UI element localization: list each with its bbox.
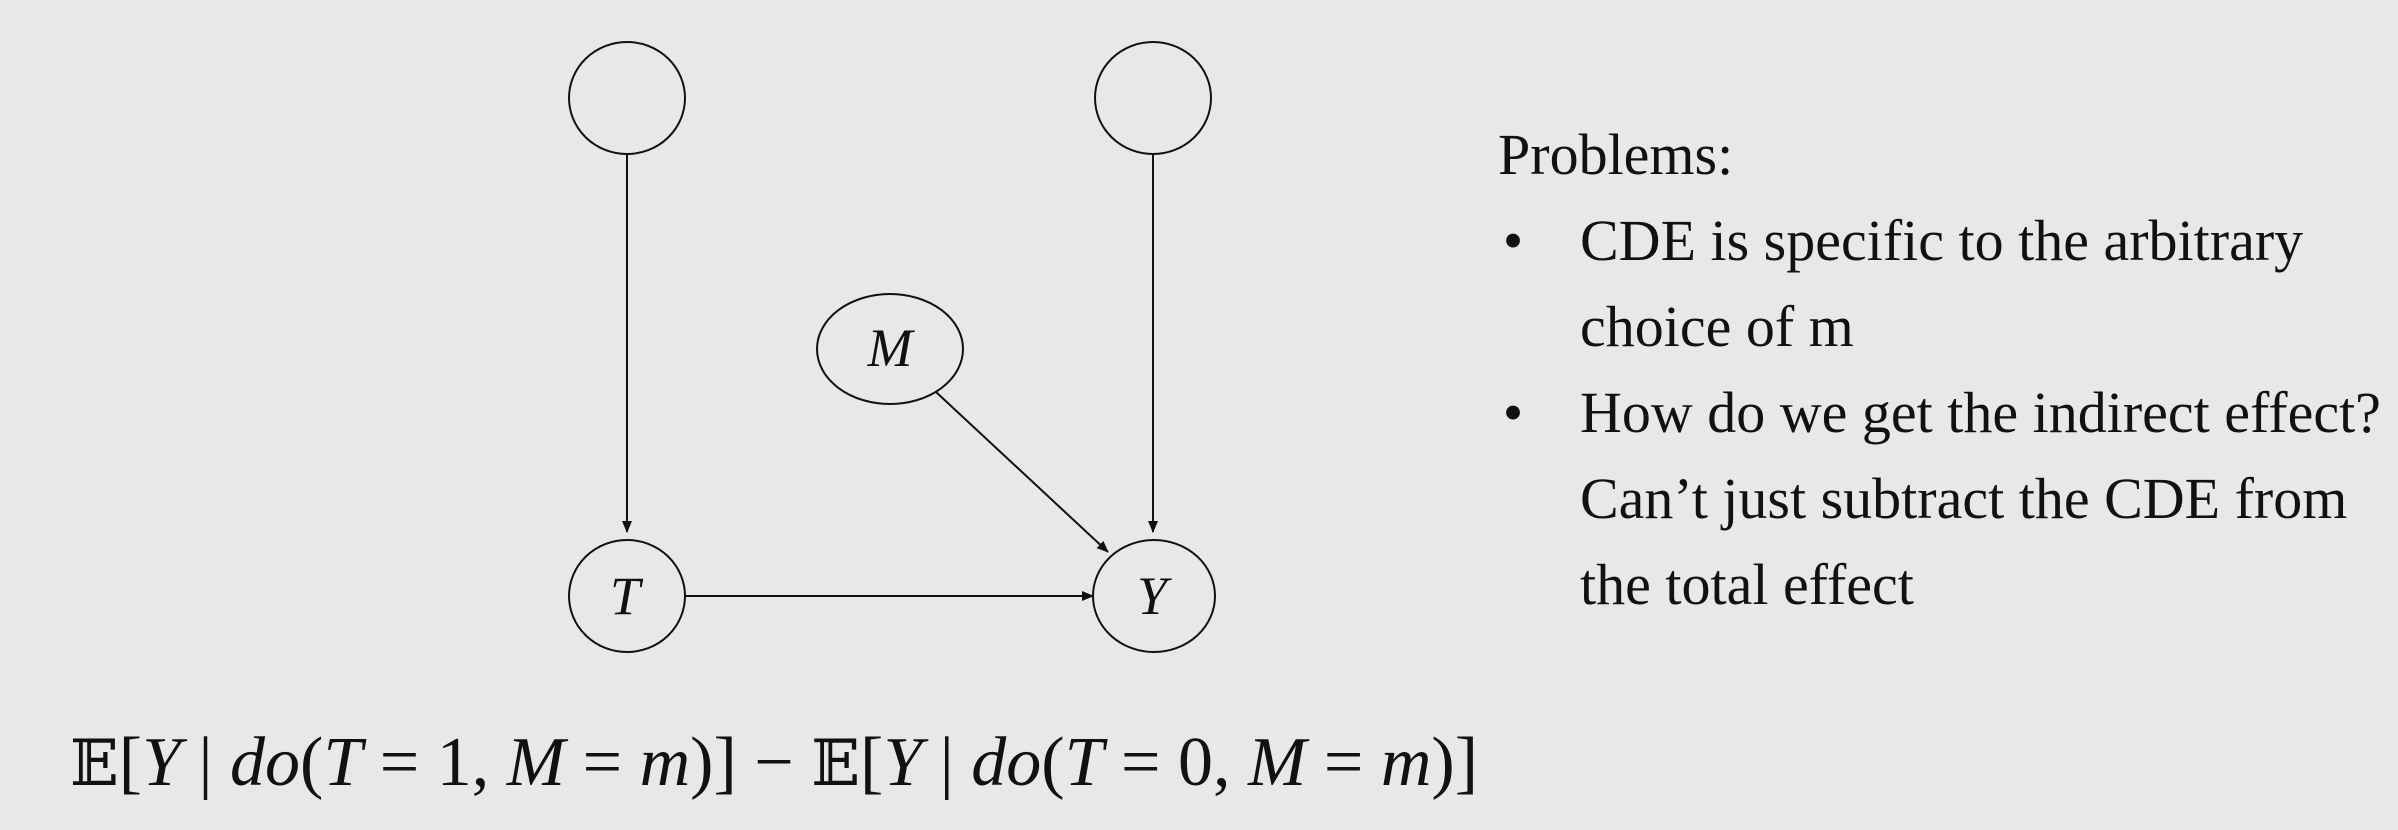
formula-var: T bbox=[1064, 724, 1104, 801]
node-m: M bbox=[816, 293, 964, 405]
edge-m-to-y bbox=[935, 391, 1109, 553]
formula-var: M bbox=[506, 724, 566, 801]
svg-text:M: M bbox=[867, 318, 916, 378]
formula-paren: ( bbox=[1041, 724, 1065, 801]
node-unobserved-right bbox=[1094, 41, 1212, 155]
formula-do: do bbox=[971, 724, 1042, 801]
problem-text: CDE is specific to the arbitrary choice … bbox=[1580, 208, 2304, 359]
formula-do: do bbox=[230, 724, 301, 801]
svg-text:T: T bbox=[610, 566, 644, 626]
formula-var: m bbox=[1380, 724, 1432, 801]
formula-eq: = bbox=[565, 724, 640, 801]
bullet-icon: • bbox=[1502, 208, 1524, 273]
node-y: Y bbox=[1092, 539, 1216, 653]
formula-bracket: [ bbox=[860, 724, 884, 801]
list-item: • CDE is specific to the arbitrary choic… bbox=[1498, 198, 2398, 370]
formula-var: Y bbox=[883, 724, 923, 801]
formula-bracket: [ bbox=[118, 724, 143, 801]
formula-var: Y bbox=[142, 724, 182, 801]
formula-eq: = 0, bbox=[1103, 724, 1249, 801]
list-item: • How do we get the indirect effect? Can… bbox=[1498, 370, 2398, 628]
formula-bracket: )] bbox=[690, 724, 737, 801]
bullet-icon: • bbox=[1502, 380, 1524, 445]
svg-text:Y: Y bbox=[1137, 566, 1172, 626]
formula-var: M bbox=[1248, 724, 1307, 801]
cde-formula: 𝔼[Y | do(T = 1, M = m)] − 𝔼[Y | do(T = 0… bbox=[70, 718, 1478, 809]
expectation-symbol: 𝔼 bbox=[70, 727, 119, 801]
node-unobserved-left bbox=[568, 41, 686, 155]
formula-eq: = 1, bbox=[362, 724, 507, 801]
problems-list: • CDE is specific to the arbitrary choic… bbox=[1498, 198, 2398, 628]
formula-minus: − bbox=[736, 724, 812, 801]
problem-text: How do we get the indirect effect? Can’t… bbox=[1580, 380, 2381, 617]
formula-bar: | bbox=[922, 724, 972, 801]
formula-bracket: )] bbox=[1431, 724, 1479, 801]
formula-eq: = bbox=[1306, 724, 1381, 801]
formula-var: m bbox=[639, 724, 691, 801]
node-t: T bbox=[568, 539, 686, 653]
formula-bar: | bbox=[181, 724, 231, 801]
expectation-symbol: 𝔼 bbox=[811, 727, 861, 801]
problems-panel: Problems: • CDE is specific to the arbit… bbox=[1498, 112, 2398, 628]
formula-var: T bbox=[323, 724, 363, 801]
formula-paren: ( bbox=[300, 724, 324, 801]
problems-title: Problems: bbox=[1498, 122, 1734, 187]
